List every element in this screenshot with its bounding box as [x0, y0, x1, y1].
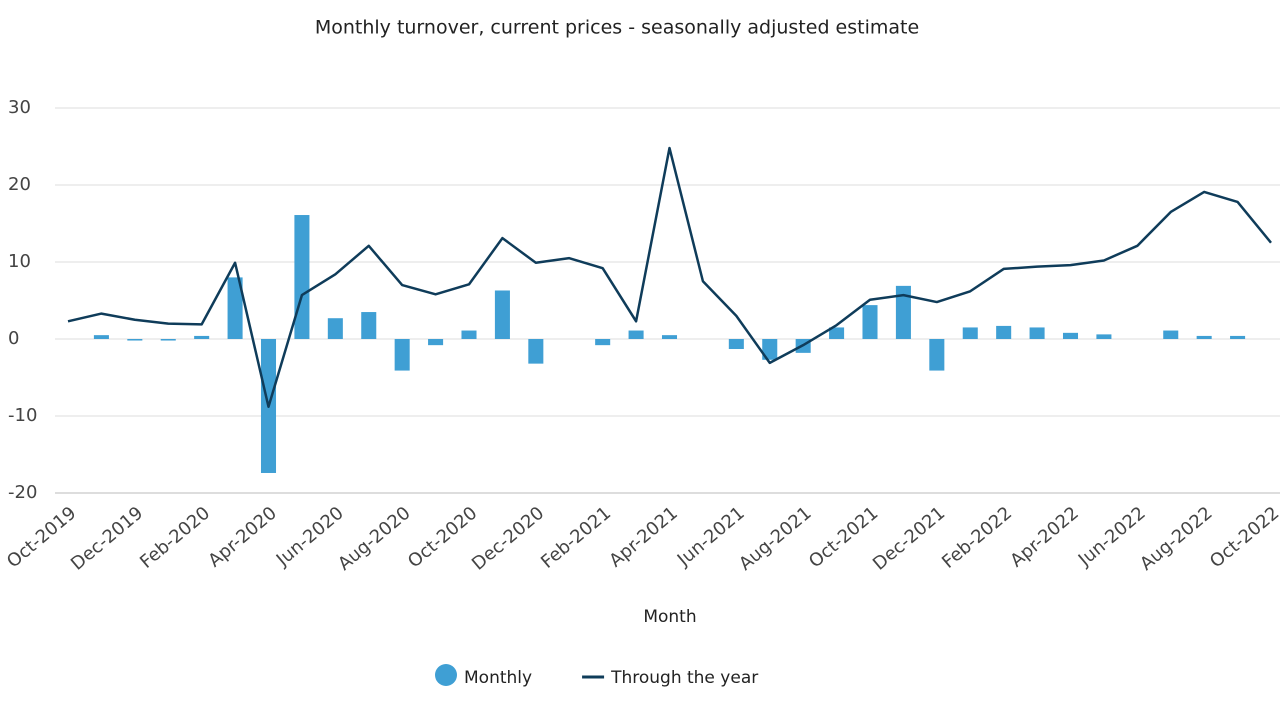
x-tick-label: Feb-2022: [938, 503, 1016, 573]
bar: [829, 327, 845, 339]
bar: [1163, 330, 1179, 339]
legend-marker: [435, 664, 457, 686]
x-tick-label: Feb-2021: [537, 503, 615, 573]
x-tick-label: Aug-2022: [1136, 503, 1216, 575]
x-tick-label: Dec-2019: [67, 503, 147, 575]
bar: [494, 290, 510, 339]
x-tick-label: Apr-2022: [1006, 503, 1083, 572]
y-tick-label: -10: [8, 405, 37, 426]
bar: [528, 339, 544, 364]
bar: [1062, 332, 1079, 339]
y-tick-label: -20: [8, 482, 37, 503]
y-tick-label: 30: [8, 97, 31, 118]
bar: [1196, 335, 1212, 339]
x-tick-label: Oct-2022: [1206, 503, 1280, 573]
bar: [93, 335, 109, 339]
bar: [361, 312, 377, 339]
x-tick-label: Aug-2020: [334, 503, 414, 575]
x-tick-label: Dec-2021: [869, 503, 949, 575]
legend-item: Monthly: [435, 664, 532, 688]
bar: [1230, 335, 1246, 339]
y-tick-label: 0: [8, 328, 19, 349]
bar: [428, 339, 444, 346]
x-tick-label: Apr-2020: [204, 503, 281, 572]
bar: [661, 335, 678, 339]
bar: [862, 305, 878, 339]
y-tick-label: 20: [8, 174, 31, 195]
legend-item: Through the year: [582, 668, 758, 688]
x-tick-label: Aug-2021: [735, 503, 815, 575]
bar: [227, 277, 243, 339]
bar: [895, 285, 911, 339]
bar: [1029, 327, 1045, 339]
x-tick-label: Feb-2020: [136, 503, 214, 573]
bar: [595, 339, 611, 346]
x-tick-label: Dec-2020: [468, 503, 548, 575]
bar: [996, 325, 1012, 339]
bar: [1096, 334, 1112, 339]
bar: [327, 318, 343, 339]
chart-title: Monthly turnover, current prices - seaso…: [315, 17, 919, 39]
bar: [762, 339, 778, 360]
bar: [628, 330, 644, 339]
x-axis-label: Month: [643, 607, 696, 627]
bar: [461, 330, 477, 339]
bar: [962, 327, 978, 339]
line: [67, 146, 1272, 409]
bar: [929, 339, 945, 371]
y-tick-label: 10: [8, 251, 31, 272]
legend-label: Through the year: [610, 668, 758, 688]
legend-label: Monthly: [464, 668, 532, 688]
bar: [394, 339, 410, 371]
x-tick-label: Apr-2021: [605, 503, 682, 572]
bar: [127, 339, 143, 341]
bar: [294, 215, 310, 339]
bar: [160, 339, 176, 341]
bar: [194, 335, 210, 339]
bar: [728, 339, 744, 350]
